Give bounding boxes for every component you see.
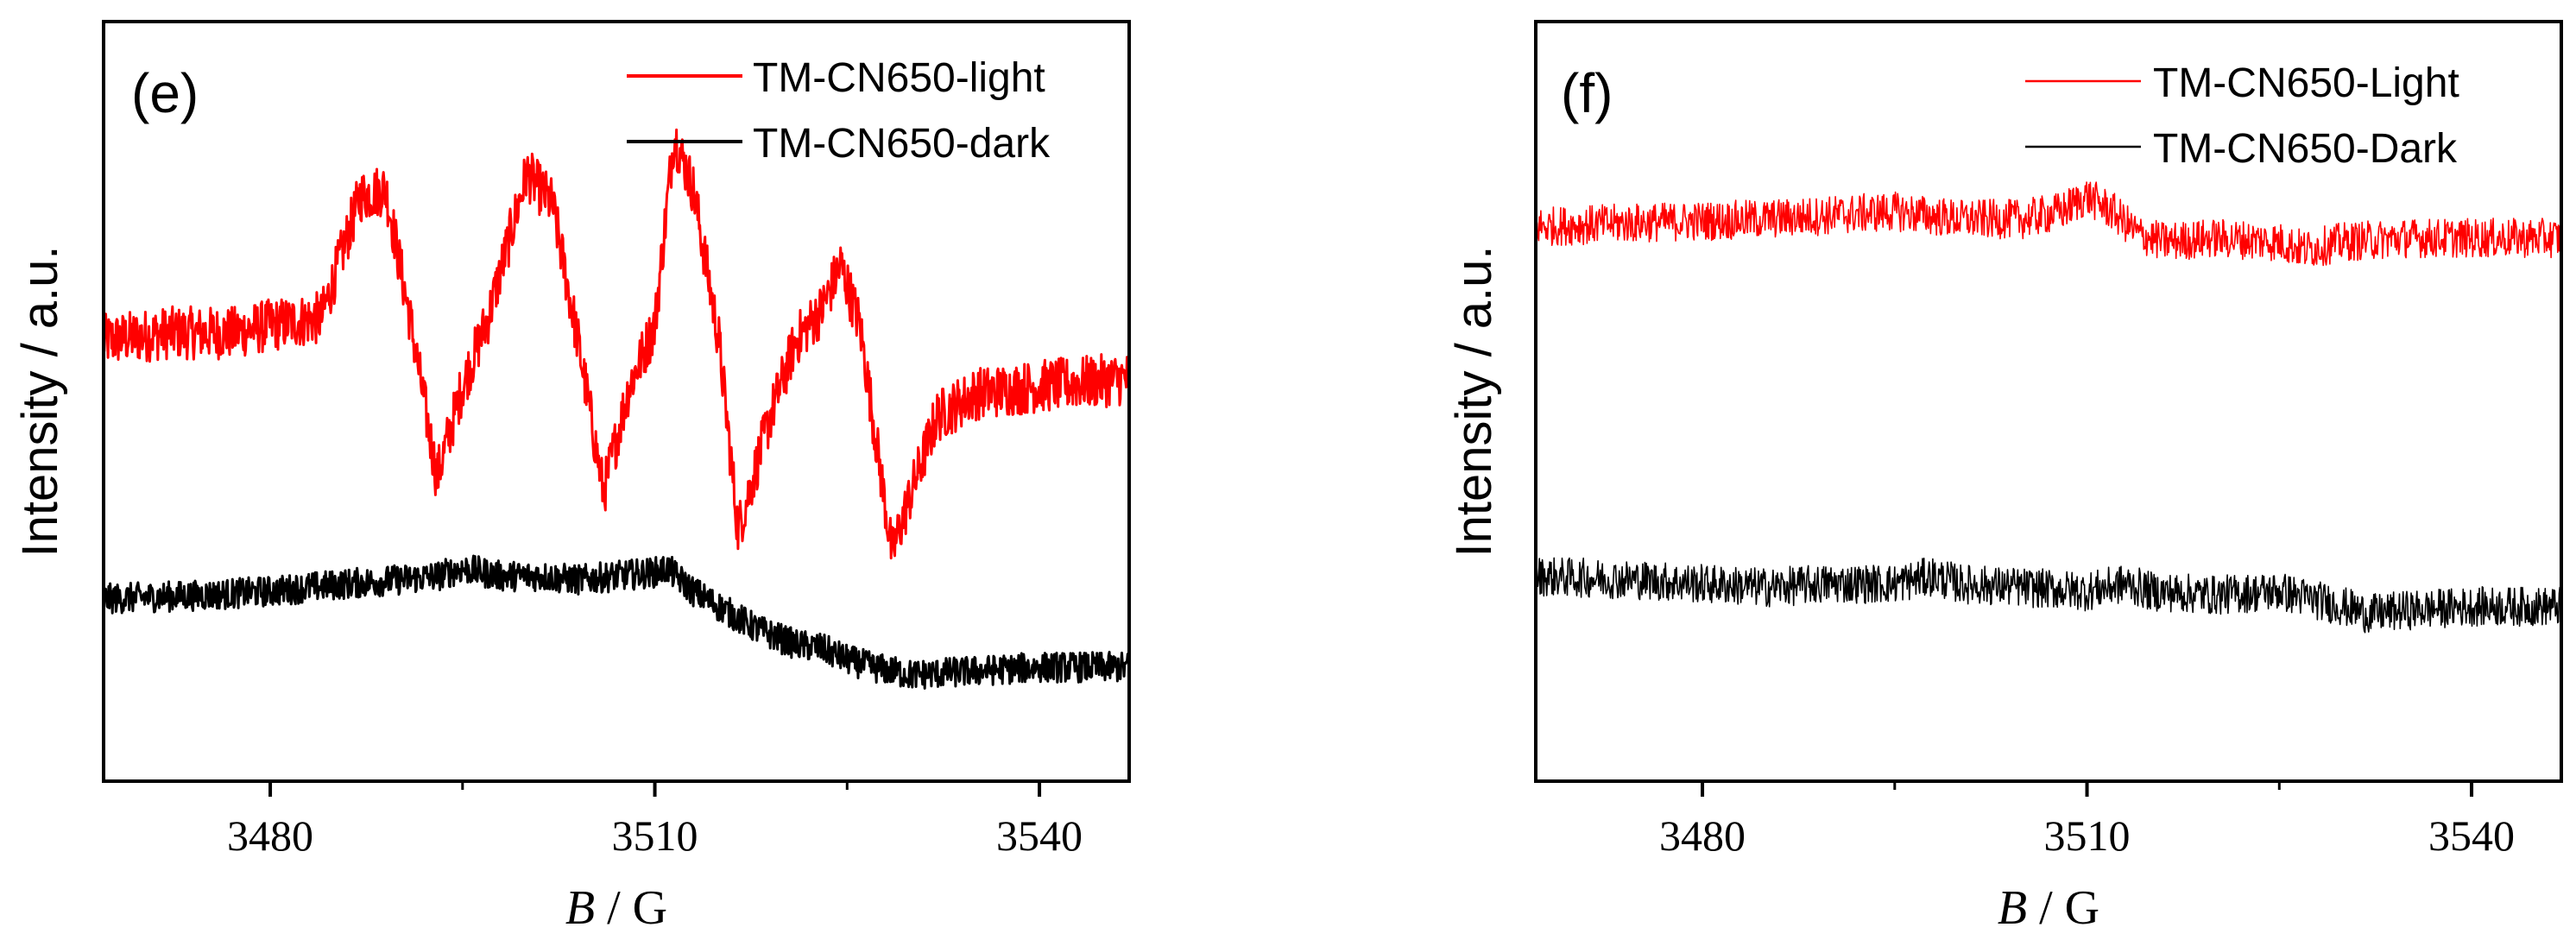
- panel-e-x-tick-label: 3510: [612, 811, 698, 860]
- panel-f-series-light: [1535, 181, 2562, 267]
- panel-f-legend: TM-CN650-Light TM-CN650-Dark: [2025, 60, 2459, 172]
- panel-e: (e) TM-CN650-light TM-CN650-dark 3480 351…: [12, 20, 1131, 935]
- panel-e-y-axis-label: Intensity / a.u.: [12, 245, 68, 557]
- panel-e-series-dark: [102, 554, 1131, 690]
- panel-e-x-tick-labels: 3480 3510 3540: [227, 811, 1083, 860]
- panel-e-legend: TM-CN650-light TM-CN650-dark: [627, 55, 1051, 167]
- panel-e-x-axis-label-unit: / G: [595, 881, 667, 935]
- panel-f-ticks: [1701, 781, 2474, 797]
- panel-e-series-group: [102, 128, 1131, 690]
- panel-f-x-axis-label-symbol: B: [1998, 881, 2027, 935]
- panel-e-legend-label-light: TM-CN650-light: [753, 55, 1045, 101]
- panel-f: (f) TM-CN650-Light TM-CN650-Dark 3480 351…: [1446, 20, 2563, 935]
- panel-e-label: (e): [131, 62, 199, 124]
- panel-f-label: (f): [1561, 62, 1613, 124]
- panel-e-x-tick-label: 3540: [996, 811, 1083, 860]
- panel-f-x-tick-label: 3510: [2044, 811, 2131, 860]
- panel-f-x-axis-label: B / G: [1998, 881, 2099, 935]
- panel-f-x-tick-labels: 3480 3510 3540: [1659, 811, 2515, 860]
- panel-f-x-axis-label-unit: / G: [2027, 881, 2099, 935]
- panel-e-x-axis-label: B / G: [565, 881, 667, 935]
- panel-e-plot-frame: [102, 20, 1131, 783]
- panel-f-legend-label-dark: TM-CN650-Dark: [2153, 126, 2458, 172]
- panel-f-series-dark: [1535, 557, 2562, 634]
- panel-e-series-light: [102, 128, 1130, 560]
- panel-f-plot-frame: [1534, 20, 2563, 783]
- panel-e-legend-label-dark: TM-CN650-dark: [753, 121, 1051, 167]
- panel-f-legend-label-light: TM-CN650-Light: [2153, 60, 2459, 106]
- panel-e-x-tick-label: 3480: [227, 811, 313, 860]
- panel-e-x-axis-label-symbol: B: [565, 881, 595, 935]
- panel-f-x-tick-label: 3540: [2428, 811, 2515, 860]
- panel-e-ticks: [268, 781, 1042, 797]
- panel-f-x-tick-label: 3480: [1659, 811, 1746, 860]
- panel-f-series-group: [1535, 181, 2562, 634]
- panel-f-y-axis-label: Intensity / a.u.: [1446, 245, 1502, 557]
